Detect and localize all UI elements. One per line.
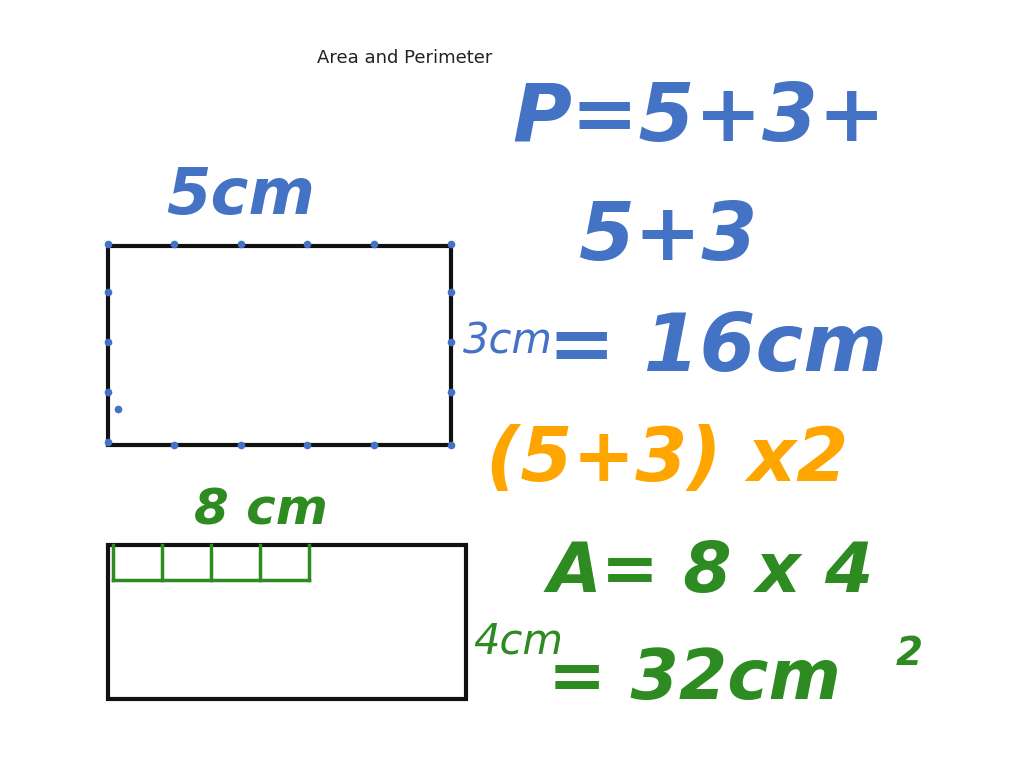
Text: 3cm: 3cm — [463, 321, 553, 362]
Text: = 32cm: = 32cm — [548, 646, 841, 713]
Text: P=5+3+: P=5+3+ — [512, 80, 886, 158]
Text: Area and Perimeter: Area and Perimeter — [316, 48, 493, 67]
Text: 8 cm: 8 cm — [195, 487, 328, 535]
Text: = 16cm: = 16cm — [548, 310, 887, 389]
Text: 4cm: 4cm — [473, 621, 563, 662]
Bar — [108, 545, 466, 699]
Text: (5+3) x2: (5+3) x2 — [486, 424, 849, 498]
Text: 5cm: 5cm — [166, 165, 315, 227]
Bar — [108, 246, 451, 445]
Text: 5+3: 5+3 — [579, 199, 758, 277]
Text: 2: 2 — [896, 635, 923, 674]
Text: A= 8 x 4: A= 8 x 4 — [548, 538, 874, 606]
